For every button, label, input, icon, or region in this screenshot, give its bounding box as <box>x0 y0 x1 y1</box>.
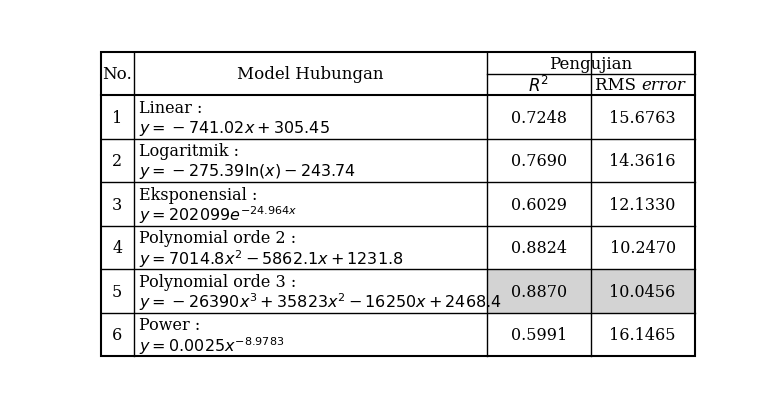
Text: Logaritmik :: Logaritmik : <box>139 143 239 160</box>
Text: 0.5991: 0.5991 <box>511 326 566 343</box>
Text: 1: 1 <box>112 109 123 126</box>
Text: $y = 7014.8\mathit{x}^2 - 5862.1\mathit{x} + 1231.8$: $y = 7014.8\mathit{x}^2 - 5862.1\mathit{… <box>139 247 404 269</box>
Text: Eksponensial :: Eksponensial : <box>139 186 258 203</box>
Text: 14.3616: 14.3616 <box>609 153 676 170</box>
Text: Polynomial orde 3 :: Polynomial orde 3 : <box>139 273 296 290</box>
Text: 10.2470: 10.2470 <box>609 240 676 257</box>
Text: 0.7248: 0.7248 <box>511 109 566 126</box>
Text: 5: 5 <box>112 283 123 300</box>
Text: 0.7690: 0.7690 <box>511 153 566 170</box>
Text: $y = 0.0025\mathit{x}^{-8.9783}$: $y = 0.0025\mathit{x}^{-8.9783}$ <box>139 334 284 356</box>
Text: 4: 4 <box>113 240 123 257</box>
Text: 0.6029: 0.6029 <box>511 196 566 213</box>
Text: Power :: Power : <box>139 316 200 333</box>
Text: $y = 202099e^{-24.964\mathit{x}}$: $y = 202099e^{-24.964\mathit{x}}$ <box>139 204 297 226</box>
Text: $\mathit{R}^2$: $\mathit{R}^2$ <box>528 75 549 96</box>
Text: No.: No. <box>102 66 132 83</box>
Text: Polynomial orde 2 :: Polynomial orde 2 : <box>139 230 296 247</box>
Text: 15.6763: 15.6763 <box>609 109 676 126</box>
Text: $y = -275.39\ln(\mathit{x}) - 243.74$: $y = -275.39\ln(\mathit{x}) - 243.74$ <box>139 162 356 181</box>
Text: $y = -741.02\mathit{x} + 305.45$: $y = -741.02\mathit{x} + 305.45$ <box>139 118 330 137</box>
Text: Model Hubungan: Model Hubungan <box>237 66 383 83</box>
Text: Linear :: Linear : <box>139 100 203 116</box>
Text: $y = -26390\mathit{x}^3 + 35823\mathit{x}^2 - 16250\mathit{x} + 2468.4$: $y = -26390\mathit{x}^3 + 35823\mathit{x… <box>139 291 502 312</box>
Text: Pengujian: Pengujian <box>549 55 632 72</box>
Text: 3: 3 <box>112 196 123 213</box>
Text: error: error <box>641 77 685 94</box>
Text: 16.1465: 16.1465 <box>609 326 676 343</box>
Text: 10.0456: 10.0456 <box>609 283 676 300</box>
Text: 0.8870: 0.8870 <box>511 283 566 300</box>
Text: RMS: RMS <box>594 77 641 94</box>
Bar <box>487 270 695 313</box>
Text: 2: 2 <box>113 153 123 170</box>
Text: 0.8824: 0.8824 <box>511 240 566 257</box>
Text: 6: 6 <box>112 326 123 343</box>
Text: 12.1330: 12.1330 <box>609 196 676 213</box>
